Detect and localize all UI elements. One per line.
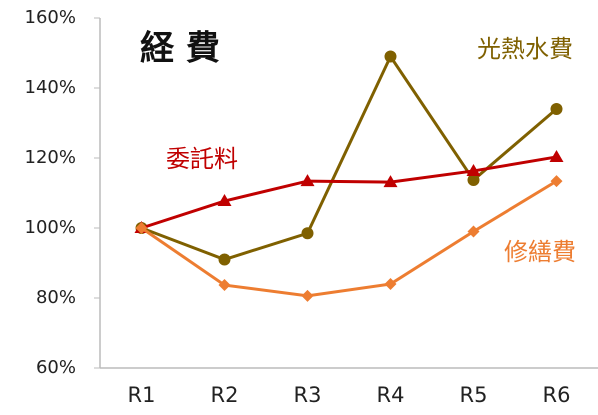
point [301,289,314,302]
series-line [140,179,558,298]
y-tick-label: 100% [25,217,76,238]
y-tick-label: 160% [25,7,76,28]
y-tick-label: 140% [25,77,76,98]
y-tick-label: 60% [36,357,76,378]
point [550,175,563,188]
point [467,174,480,187]
point [466,163,481,176]
point [384,278,397,290]
point [218,253,231,266]
point [135,222,148,234]
x-tick-label: R6 [543,383,571,407]
chart-title: 経 費 [140,29,220,69]
point [467,225,480,238]
point [300,174,315,187]
series-label: 修繕費 [504,238,576,266]
x-tick-label: R4 [377,383,405,407]
point [384,50,397,63]
point [217,194,232,207]
x-tick-label: R5 [460,383,488,407]
series-line [141,155,557,230]
series-label: 光熱水費 [477,35,573,63]
x-tick-label: R2 [211,383,239,407]
point [549,149,564,162]
y-tick-label: 120% [25,147,76,168]
point [218,279,231,292]
point [383,175,398,188]
x-tick-label: R3 [294,383,322,407]
y-tick-label: 80% [36,287,76,308]
point [550,103,563,115]
point [301,227,314,240]
series-label: 委託料 [166,145,238,173]
x-tick-label: R1 [128,383,156,407]
